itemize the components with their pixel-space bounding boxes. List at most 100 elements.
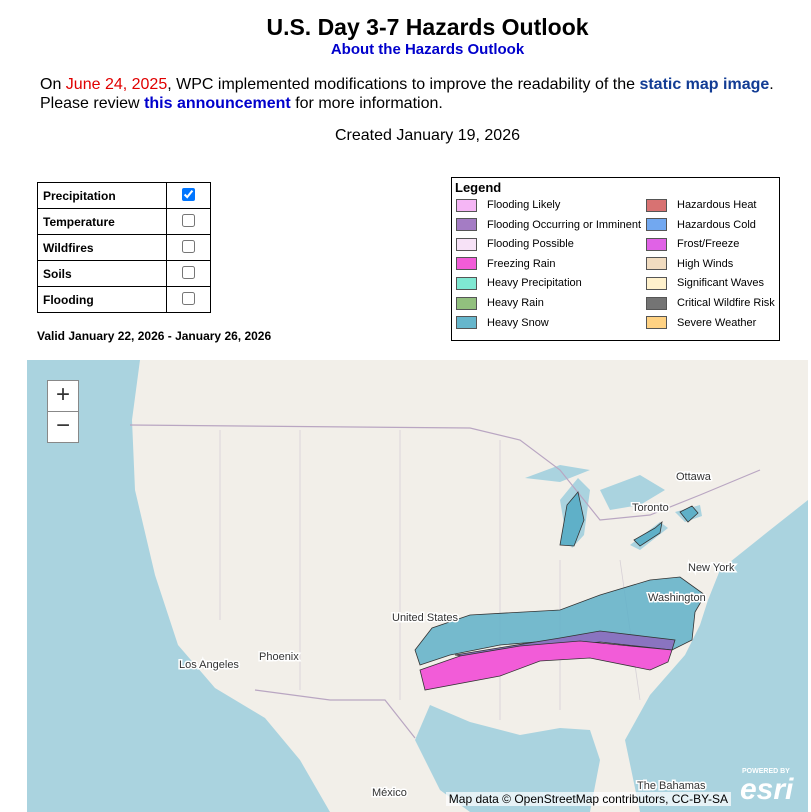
heavy-snow-area [679,505,699,523]
checkbox[interactable] [182,265,195,279]
legend-swatch [646,257,667,271]
valid-range: Valid January 22, 2026 - January 26, 202… [37,329,272,343]
legend-swatch [646,198,667,212]
legend-swatch [456,257,477,271]
map-label: United States [392,612,459,624]
lake [600,475,665,510]
powered-by: POWERED BY [742,768,790,775]
legend-swatch [456,237,477,251]
toggle-row: Temperature [37,208,211,235]
map[interactable]: Ottawa Toronto New York Washington Unite… [27,360,808,812]
page-title: U.S. Day 3-7 Hazards Outlook [266,14,589,40]
legend-swatch [456,296,477,310]
heavy-snow-area [633,520,663,547]
legend-swatch [456,316,477,330]
toggle-row: Flooding [37,286,211,313]
checkbox[interactable] [182,187,195,201]
toggle-label: Wildfires [37,234,167,261]
toggle-label: Soils [37,260,167,287]
legend-swatch [456,198,477,212]
legend-label: Flooding Occurring or Imminent [487,218,642,231]
zoom-out[interactable]: − [47,411,79,443]
legend-item: Heavy Snow [456,315,549,331]
toggle-cell [166,182,211,209]
map-label: Phoenix [259,651,299,663]
lake [525,465,590,482]
freezing-rain-area [419,640,673,691]
legend-item: Significant Waves [646,275,764,291]
legend-item: Hazardous Heat [646,197,757,213]
legend-label: Heavy Rain [487,297,544,309]
legend-item: Critical Wildfire Risk [646,295,775,311]
checkbox[interactable] [182,239,195,253]
legend-label: Heavy Snow [487,316,549,329]
created-date: Created January 19, 2026 [334,127,520,144]
legend-item: Freezing Rain [456,256,555,272]
zoom-in[interactable]: + [47,380,79,412]
map-label: The Bahamas [637,780,706,792]
toggle-label: Temperature [37,208,167,235]
toggle-cell [166,286,211,313]
legend-label: Flooding Likely [487,199,561,211]
notice-date: June 24, 2025 [65,76,168,93]
toggle-row: Wildfires [37,234,211,261]
state-lines [219,430,641,720]
notice-text: , WPC implemented modifications to impro… [167,76,635,93]
notice: On June 24, 2025, WPC implemented modifi… [40,75,800,113]
notice-text: On [40,76,62,93]
legend-item: Heavy Precipitation [456,275,582,291]
announcement-link[interactable]: this announcement [144,95,291,112]
legend-swatch [646,218,667,232]
map-label: México [372,787,407,799]
legend-item: Flooding Likely [456,197,560,213]
legend-label: Heavy Precipitation [487,277,582,290]
toggle-cell [166,208,211,235]
legend-label: Hazardous Cold [677,218,756,231]
checkbox[interactable] [182,213,195,227]
map-label: Los Angeles [179,659,239,671]
map-label: New York [688,562,735,574]
land [132,360,808,812]
border [129,424,761,521]
map-label: Toronto [632,502,669,514]
legend-swatch [456,218,477,232]
legend-label: Critical Wildfire Risk [677,297,775,309]
legend-label: High Winds [677,257,734,270]
static-map-link[interactable]: static map image [639,76,770,93]
legend-item: Flooding Occurring or Imminent [456,217,641,233]
legend: Legend Flooding Likely Flooding Occurring… [451,177,780,341]
heavy-snow-area [559,491,585,547]
legend-item: Severe Weather [646,315,756,331]
legend-swatch [646,237,667,251]
toggle-label: Flooding [37,286,167,313]
legend-item: Hazardous Cold [646,217,756,233]
legend-title: Legend [455,180,502,195]
legend-swatch [646,296,667,310]
toggle-row: Soils [37,260,211,287]
map-label: Ottawa [676,471,712,483]
legend-label: Freezing Rain [487,257,556,270]
legend-swatch [646,276,667,290]
toggle-row: Precipitation [37,182,211,209]
legend-swatch [646,316,667,330]
notice-text: . Please review [40,76,774,112]
toggle-cell [166,260,211,287]
notice-text: for more information. [295,95,443,112]
layer-toggles: Precipitation Temperature Wildfires Soils Fl… [37,182,211,313]
border [254,689,416,739]
legend-label: Flooding Possible [487,238,574,251]
legend-item: Flooding Possible [456,236,574,252]
about-link[interactable]: About the Hazards Outlook [330,41,525,58]
legend-label: Severe Weather [677,316,757,329]
legend-swatch [456,276,477,290]
legend-item: Frost/Freeze [646,236,739,252]
legend-item: Heavy Rain [456,295,544,311]
toggle-cell [166,234,211,261]
toggle-label: Precipitation [37,182,167,209]
esri-logo: esri [740,773,794,806]
legend-label: Frost/Freeze [677,238,740,251]
checkbox[interactable] [182,291,195,305]
map-label: Washington [648,592,706,604]
attribution: Map data © OpenStreetMap contributors, C… [445,792,731,806]
